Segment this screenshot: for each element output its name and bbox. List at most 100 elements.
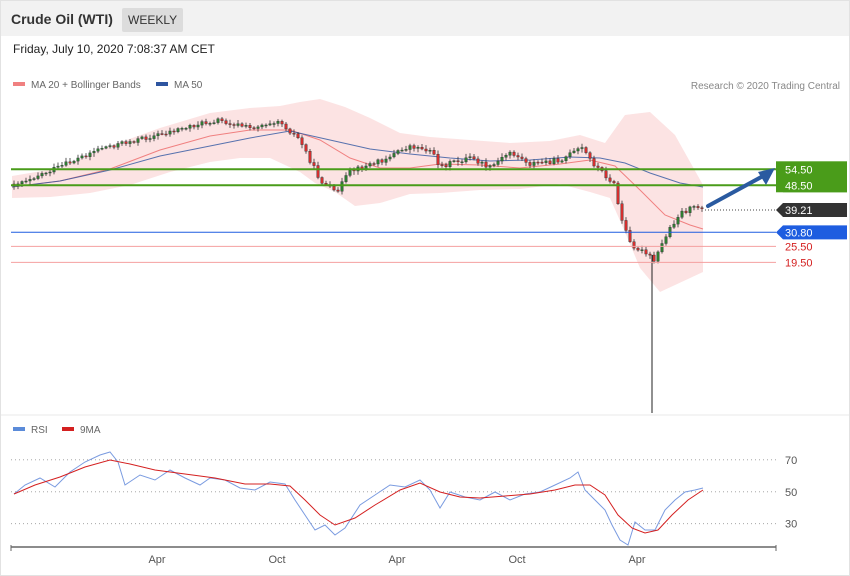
candle-down [604,170,608,179]
candle-up [140,136,144,139]
candle-up [20,181,24,184]
candle-down [144,136,148,140]
level-label: 39.21 [785,205,813,217]
candle-up [580,147,584,149]
candle-up [76,157,80,162]
candle-up [416,146,420,149]
legend-label: RSI [31,425,48,436]
candle-down [628,230,632,242]
candle-up [136,138,140,143]
candle-down [648,253,652,256]
candle-down [516,155,520,158]
candle-down [472,156,476,160]
level-tag [776,162,847,177]
candle-up [44,172,48,175]
candle-up [236,123,240,126]
candle-up [156,133,160,137]
candle-down [612,181,616,184]
candle-up [452,160,456,162]
candle-down [204,121,208,124]
candle-down [616,182,620,204]
candle-down [172,130,176,133]
candle-down [432,149,436,155]
legend-swatch [156,82,168,87]
candle-up [384,158,388,163]
candle-up [260,124,264,128]
candle-down [336,189,340,192]
candle-up [28,179,32,182]
candle-down [412,145,416,149]
level-label: 48.50 [785,180,813,192]
candle-down [476,158,480,164]
candle-down [224,120,228,124]
level-label: 19.50 [785,257,813,269]
candle-up [80,155,84,159]
candle-down [124,141,128,144]
candle-up [40,173,44,177]
candle-up [576,148,580,152]
candle-down [456,160,460,162]
candle-down [420,146,424,150]
candle-up [100,147,104,150]
candle-up [496,160,500,165]
candle-down [484,161,488,168]
legend-swatch [62,427,74,432]
rsi-tick-label: 50 [785,487,797,499]
candle-down [68,161,72,164]
candle-down [132,141,136,143]
legend-ma20-bb: MA 20 + Bollinger Bands [13,80,141,91]
candle-up [188,125,192,129]
level-tag [776,225,847,240]
candle-down [296,133,300,138]
candle-down [684,210,688,213]
candle-down [624,220,628,231]
bollinger-band [12,99,703,292]
x-tick-label: Oct [508,554,525,566]
candle-down [632,241,636,249]
candle-down [548,160,552,164]
candle-down [636,247,640,251]
candle-up [408,145,412,150]
candle-down [512,151,516,156]
candle-down [308,150,312,163]
candle-up [176,128,180,132]
candle-up [244,125,248,127]
candle-down [248,125,252,128]
candle-down [232,124,236,126]
candle-down [644,249,648,255]
candle-up [544,160,548,163]
candle-down [312,162,316,166]
candle-up [200,121,204,126]
legend-ma50: MA 50 [156,80,202,91]
candle-down [556,158,560,163]
candle-up [120,141,124,144]
candle-down [524,158,528,163]
candle-down [316,165,320,178]
candle-down [220,118,224,121]
candle-up [448,161,452,167]
candle-up [256,126,260,129]
candle-up [504,154,508,158]
candle-up [656,251,660,262]
candle-down [292,132,296,135]
candle-up [676,217,680,225]
candle-down [444,164,448,168]
candle-down [240,123,244,127]
candle-up [340,181,344,192]
candle-up [368,163,372,167]
candle-down [520,156,524,159]
timeframe-button[interactable]: WEEKLY [122,8,184,32]
forecast-arrow-head [758,168,775,185]
candle-up [104,146,108,149]
candle-down [596,165,600,168]
candle-up [196,124,200,128]
x-tick-label: Apr [148,554,165,566]
candle-up [216,118,220,123]
candle-up [664,236,668,244]
level-tag [776,178,847,193]
candle-up [180,128,184,130]
candle-up [572,150,576,153]
legend-label: MA 20 + Bollinger Bands [31,80,141,91]
candle-down [588,152,592,159]
candle-up [672,223,676,228]
